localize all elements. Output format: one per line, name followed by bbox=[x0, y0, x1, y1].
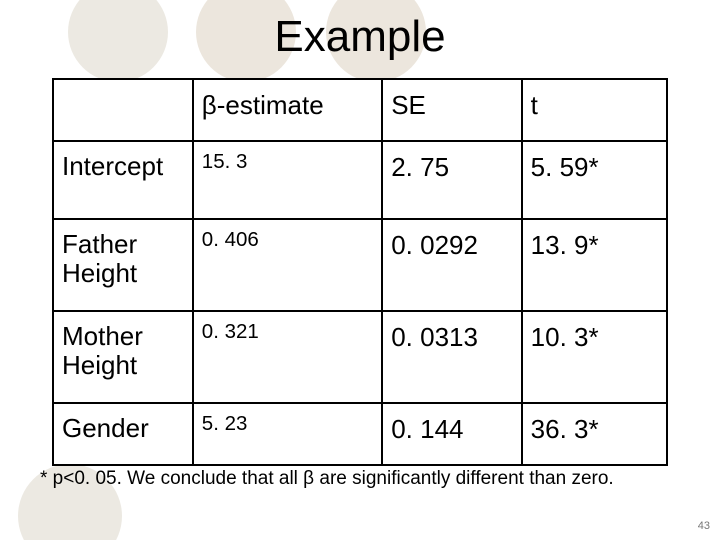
regression-table: β-estimate SE t Intercept 15. 3 2. 75 5.… bbox=[52, 78, 668, 466]
table-row: Intercept 15. 3 2. 75 5. 59* bbox=[53, 141, 667, 219]
page-number: 43 bbox=[698, 520, 710, 532]
col-header-blank bbox=[53, 79, 193, 141]
table-row: FatherHeight 0. 406 0. 0292 13. 9* bbox=[53, 219, 667, 311]
cell-beta: 0. 406 bbox=[193, 219, 382, 311]
page-title: Example bbox=[0, 12, 720, 62]
cell-se: 2. 75 bbox=[382, 141, 521, 219]
cell-se: 0. 144 bbox=[382, 403, 521, 465]
cell-t: 10. 3* bbox=[522, 311, 667, 403]
cell-t: 5. 59* bbox=[522, 141, 667, 219]
cell-beta: 5. 23 bbox=[193, 403, 382, 465]
cell-beta: 0. 321 bbox=[193, 311, 382, 403]
row-label: MotherHeight bbox=[53, 311, 193, 403]
table-row: MotherHeight 0. 321 0. 0313 10. 3* bbox=[53, 311, 667, 403]
col-header-se: SE bbox=[382, 79, 521, 141]
footnote: * p<0. 05. We conclude that all β are si… bbox=[40, 468, 680, 490]
cell-beta: 15. 3 bbox=[193, 141, 382, 219]
cell-se: 0. 0292 bbox=[382, 219, 521, 311]
row-label: Gender bbox=[53, 403, 193, 465]
row-label: Intercept bbox=[53, 141, 193, 219]
table-row: Gender 5. 23 0. 144 36. 3* bbox=[53, 403, 667, 465]
row-label: FatherHeight bbox=[53, 219, 193, 311]
cell-se: 0. 0313 bbox=[382, 311, 521, 403]
col-header-beta: β-estimate bbox=[193, 79, 382, 141]
col-header-t: t bbox=[522, 79, 667, 141]
cell-t: 13. 9* bbox=[522, 219, 667, 311]
cell-t: 36. 3* bbox=[522, 403, 667, 465]
